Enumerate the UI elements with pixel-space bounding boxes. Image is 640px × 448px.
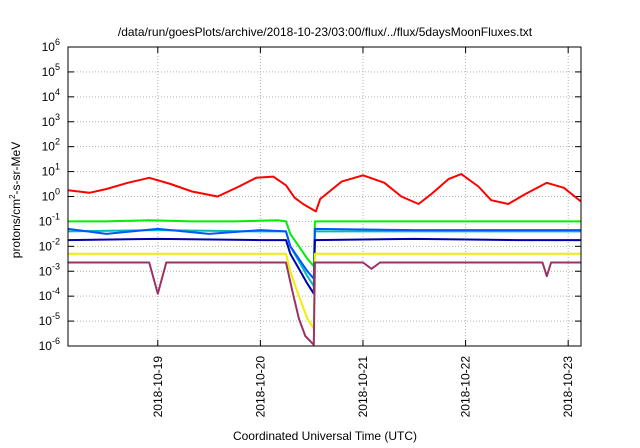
series-line-5 [67,237,581,295]
y-tick-label: 10-4 [39,286,60,303]
series-line-2 [68,219,581,268]
y-axis-label-rest: -s-sr-MeV [9,142,23,195]
series-line-6 [68,252,581,330]
plot-frame [67,46,582,347]
y-tick-label: 10-3 [39,261,60,278]
x-tick-label: 2018-10-22 [459,356,473,418]
y-tick-label: 106 [42,37,60,54]
series-line-1 [67,173,582,213]
chart-title: /data/run/goesPlots/archive/2018-10-23/0… [118,25,533,39]
y-tick-label: 10-2 [39,236,60,253]
series-line-4 [67,227,581,280]
y-tick-label: 101 [42,162,60,179]
x-tick-label: 2018-10-21 [356,356,370,418]
y-axis-label-base: protons/cm [9,199,23,258]
x-tick-label: 2018-10-23 [561,356,575,418]
series-layer [67,173,582,346]
x-tick-label: 2018-10-20 [253,356,267,418]
y-tick-label: 100 [42,187,60,204]
x-tick-label: 2018-10-19 [151,356,165,418]
x-tick-labels: 2018-10-19 2018-10-20 2018-10-21 2018-10-22… [151,356,575,418]
y-tick-label: 103 [42,112,60,129]
y-axis-label: protons/cm2-s-sr-MeV [8,142,23,258]
y-axis-label-sup: 2 [8,194,17,199]
y-tick-labels: 10-6 10-5 10-4 10-3 10-2 10-1 100 101 102 103 104 1… [39,37,60,353]
y-tick-label: 10-6 [39,336,60,353]
y-tick-label: 10-1 [39,211,60,228]
y-tick-label: 104 [42,87,60,104]
x-axis-label: Coordinated Universal Time (UTC) [233,429,417,443]
y-tick-label: 105 [42,62,60,79]
y-tick-label: 10-5 [39,311,60,328]
y-tick-label: 102 [42,137,60,154]
series-line-7 [68,261,581,346]
